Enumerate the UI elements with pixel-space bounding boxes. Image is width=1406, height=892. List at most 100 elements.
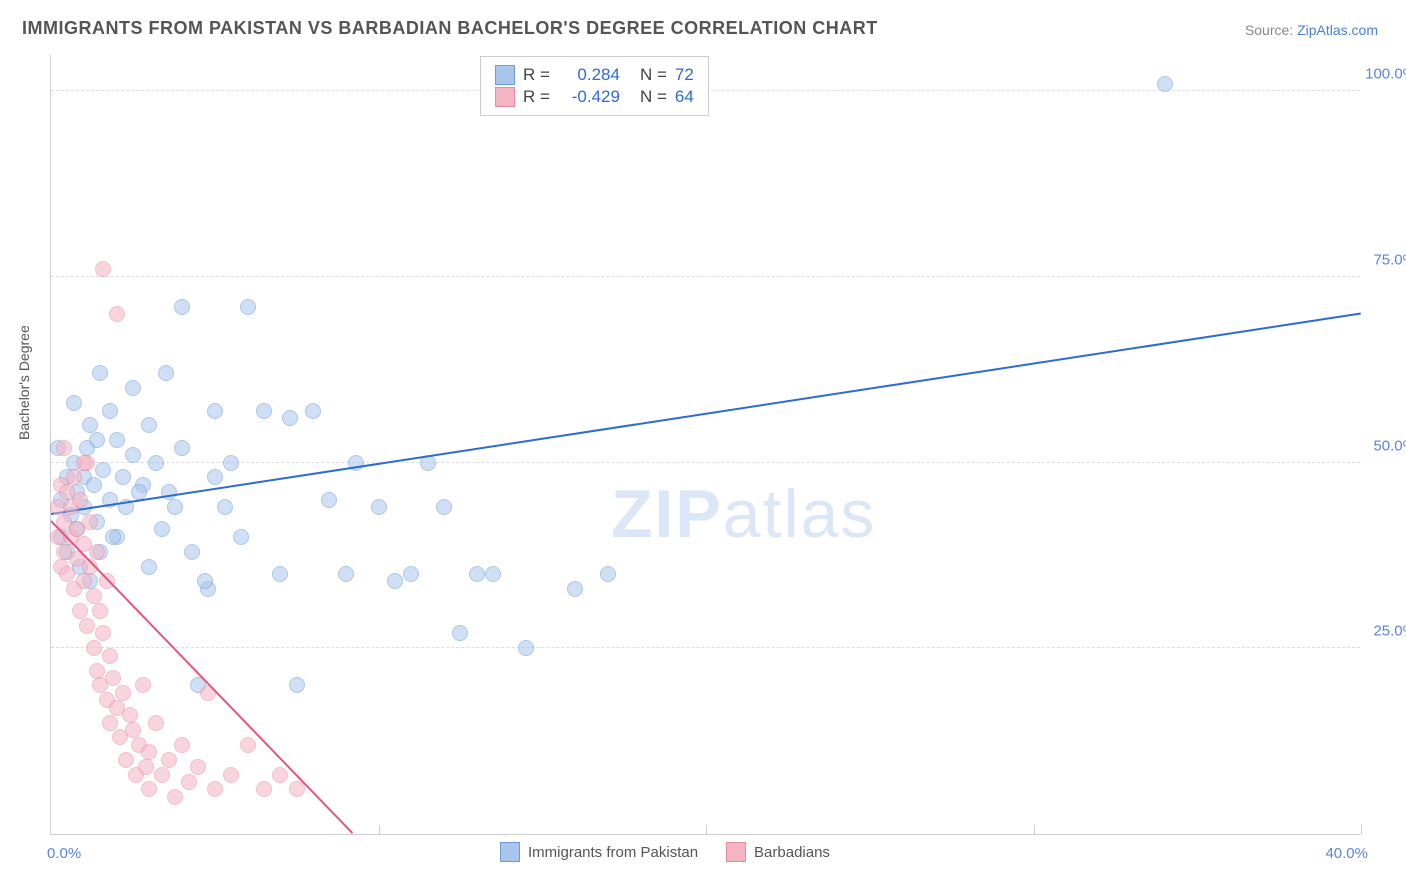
- gridline: [51, 462, 1360, 463]
- data-point: [95, 261, 111, 277]
- data-point: [92, 365, 108, 381]
- x-tick: [1034, 825, 1035, 835]
- data-point: [161, 484, 177, 500]
- data-point: [72, 492, 88, 508]
- data-point: [256, 781, 272, 797]
- data-point: [338, 566, 354, 582]
- data-point: [272, 566, 288, 582]
- x-axis-max-label: 40.0%: [1325, 845, 1368, 862]
- data-point: [207, 469, 223, 485]
- data-point: [102, 648, 118, 664]
- data-point: [92, 603, 108, 619]
- data-point: [89, 544, 105, 560]
- data-point: [321, 492, 337, 508]
- data-point: [82, 514, 98, 530]
- data-point: [181, 774, 197, 790]
- data-point: [109, 432, 125, 448]
- swatch-icon: [500, 842, 520, 862]
- gridline: [51, 276, 1360, 277]
- x-tick: [1361, 825, 1362, 835]
- y-tick-label: 75.0%: [1373, 251, 1406, 268]
- n-value: 64: [675, 87, 694, 107]
- y-axis-title: Bachelor's Degree: [16, 325, 32, 440]
- data-point: [141, 417, 157, 433]
- data-point: [217, 499, 233, 515]
- data-point: [59, 566, 75, 582]
- swatch-icon: [726, 842, 746, 862]
- y-tick-label: 100.0%: [1365, 66, 1406, 83]
- data-point: [115, 469, 131, 485]
- data-point: [122, 707, 138, 723]
- data-point: [148, 715, 164, 731]
- data-point: [184, 544, 200, 560]
- data-point: [109, 306, 125, 322]
- gridline: [51, 647, 1360, 648]
- n-label: N =: [640, 87, 667, 107]
- data-point: [174, 440, 190, 456]
- data-point: [86, 640, 102, 656]
- y-tick-label: 25.0%: [1373, 623, 1406, 640]
- data-point: [86, 588, 102, 604]
- data-point: [95, 462, 111, 478]
- n-label: N =: [640, 65, 667, 85]
- data-point: [115, 685, 131, 701]
- data-point: [102, 715, 118, 731]
- source-label: Source:: [1245, 22, 1293, 38]
- data-point: [66, 395, 82, 411]
- data-point: [105, 529, 121, 545]
- r-label: R =: [523, 87, 550, 107]
- legend-label: Barbadians: [754, 844, 830, 861]
- data-point: [105, 670, 121, 686]
- data-point: [207, 781, 223, 797]
- correlation-legend: R =0.284N =72R =-0.429N =64: [480, 56, 709, 116]
- data-point: [154, 521, 170, 537]
- chart-title: IMMIGRANTS FROM PAKISTAN VS BARBADIAN BA…: [22, 18, 878, 39]
- data-point: [76, 455, 92, 471]
- data-point: [125, 447, 141, 463]
- r-value: -0.429: [558, 87, 620, 107]
- data-point: [158, 365, 174, 381]
- x-tick: [706, 825, 707, 835]
- legend-item-barbadians: Barbadians: [726, 842, 830, 862]
- data-point: [289, 677, 305, 693]
- data-point: [305, 403, 321, 419]
- x-tick: [379, 825, 380, 835]
- data-point: [387, 573, 403, 589]
- data-point: [76, 573, 92, 589]
- data-point: [118, 752, 134, 768]
- y-tick-label: 50.0%: [1373, 437, 1406, 454]
- data-point: [154, 767, 170, 783]
- data-point: [256, 403, 272, 419]
- data-point: [86, 477, 102, 493]
- data-point: [190, 759, 206, 775]
- data-point: [518, 640, 534, 656]
- data-point: [436, 499, 452, 515]
- data-point: [207, 403, 223, 419]
- n-value: 72: [675, 65, 694, 85]
- data-point: [223, 455, 239, 471]
- data-point: [403, 566, 419, 582]
- data-point: [167, 499, 183, 515]
- data-point: [141, 781, 157, 797]
- data-point: [174, 737, 190, 753]
- data-point: [56, 440, 72, 456]
- data-point: [89, 432, 105, 448]
- data-point: [452, 625, 468, 641]
- legend-label: Immigrants from Pakistan: [528, 844, 698, 861]
- data-point: [167, 789, 183, 805]
- data-point: [485, 566, 501, 582]
- data-point: [197, 573, 213, 589]
- data-point: [141, 744, 157, 760]
- data-point: [135, 677, 151, 693]
- source-link[interactable]: ZipAtlas.com: [1297, 22, 1378, 38]
- data-point: [600, 566, 616, 582]
- data-point: [567, 581, 583, 597]
- regression-line: [51, 312, 1361, 515]
- data-point: [174, 299, 190, 315]
- data-point: [79, 618, 95, 634]
- series-legend: Immigrants from Pakistan Barbadians: [500, 842, 830, 862]
- data-point: [223, 767, 239, 783]
- data-point: [141, 559, 157, 575]
- legend-row: R =0.284N =72: [495, 65, 694, 85]
- source-credit: Source: ZipAtlas.com: [1245, 22, 1378, 38]
